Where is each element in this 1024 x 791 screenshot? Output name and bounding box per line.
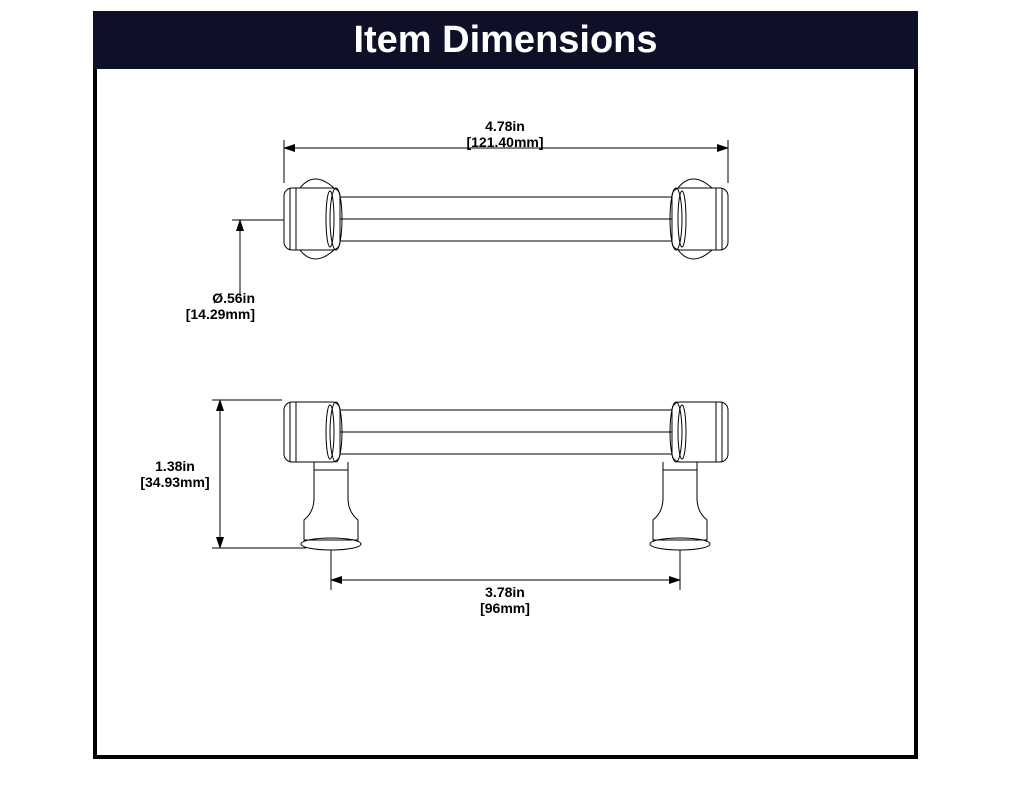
overall-length-mm: [121.40mm] (430, 134, 580, 150)
overall-length-in: 4.78in (430, 118, 580, 134)
center-label: 3.78in [96mm] (455, 584, 555, 616)
center-mm: [96mm] (455, 600, 555, 616)
overall-length-label: 4.78in [121.40mm] (430, 118, 580, 150)
diameter-label: Ø.56in [14.29mm] (155, 290, 255, 322)
center-in: 3.78in (455, 584, 555, 600)
diameter-in: Ø.56in (155, 290, 255, 306)
diameter-mm: [14.29mm] (155, 306, 255, 322)
height-in: 1.38in (130, 458, 220, 474)
height-label: 1.38in [34.93mm] (130, 458, 220, 490)
height-mm: [34.93mm] (130, 474, 220, 490)
